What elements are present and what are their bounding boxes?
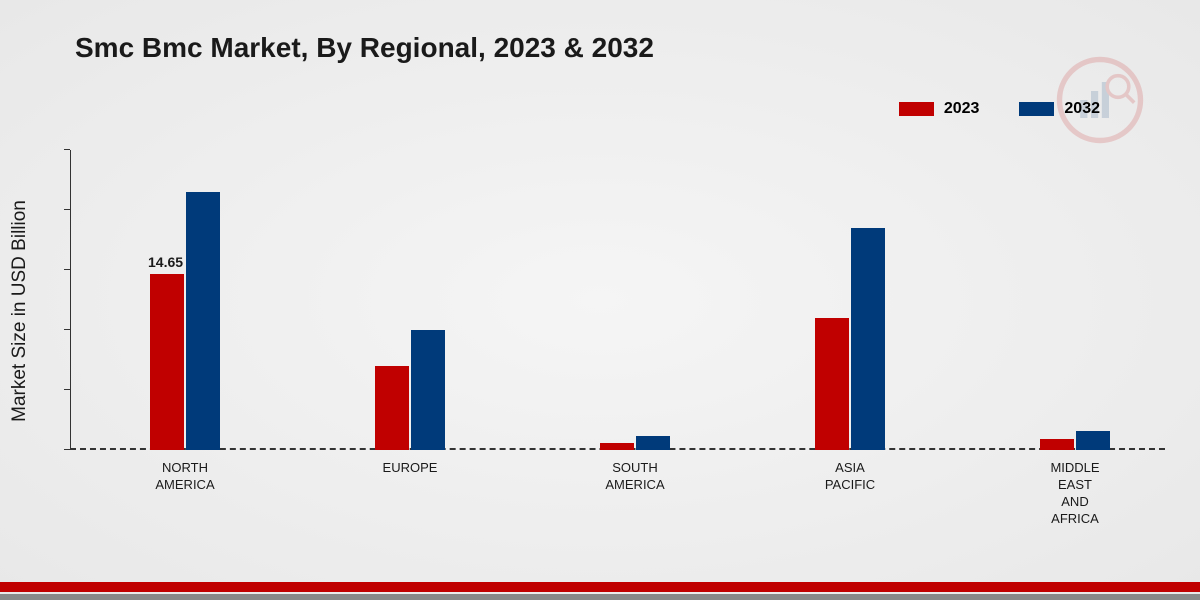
bar — [375, 366, 409, 450]
bar-group — [1040, 431, 1110, 450]
bar — [150, 274, 184, 450]
legend-item-2023: 2023 — [899, 100, 980, 118]
y-axis-line — [70, 150, 71, 450]
bar — [1076, 431, 1110, 450]
bottom-grey-line — [0, 594, 1200, 600]
bar-value-label: 14.65 — [148, 254, 183, 270]
bar — [851, 228, 885, 450]
bar — [600, 443, 634, 450]
chart-legend: 2023 2032 — [899, 100, 1100, 118]
y-tick — [64, 329, 70, 330]
chart-plot-area: 14.65 NORTH AMERICAEUROPESOUTH AMERICAAS… — [70, 150, 1165, 450]
bar-group — [600, 436, 670, 450]
bar — [815, 318, 849, 450]
y-axis-label: Market Size in USD Billion — [9, 200, 31, 422]
bar-group — [815, 228, 885, 450]
y-tick — [64, 389, 70, 390]
y-tick — [64, 209, 70, 210]
bar — [411, 330, 445, 450]
legend-item-2032: 2032 — [1019, 100, 1100, 118]
legend-swatch-2023 — [899, 102, 934, 116]
legend-label-2032: 2032 — [1064, 100, 1100, 118]
y-tick — [64, 149, 70, 150]
bar-group — [375, 330, 445, 450]
bar — [1040, 439, 1074, 450]
x-axis-category-label: MIDDLE EAST AND AFRICA — [1050, 460, 1099, 528]
x-axis-category-label: SOUTH AMERICA — [605, 460, 664, 494]
y-tick — [64, 269, 70, 270]
x-axis-category-label: ASIA PACIFIC — [825, 460, 875, 494]
legend-label-2023: 2023 — [944, 100, 980, 118]
bar-group: 14.65 — [150, 192, 220, 450]
x-axis-category-label: EUROPE — [383, 460, 438, 477]
bar — [186, 192, 220, 450]
x-axis-category-label: NORTH AMERICA — [155, 460, 214, 494]
bottom-red-bar — [0, 582, 1200, 592]
chart-title: Smc Bmc Market, By Regional, 2023 & 2032 — [75, 32, 654, 64]
legend-swatch-2032 — [1019, 102, 1054, 116]
bar — [636, 436, 670, 450]
